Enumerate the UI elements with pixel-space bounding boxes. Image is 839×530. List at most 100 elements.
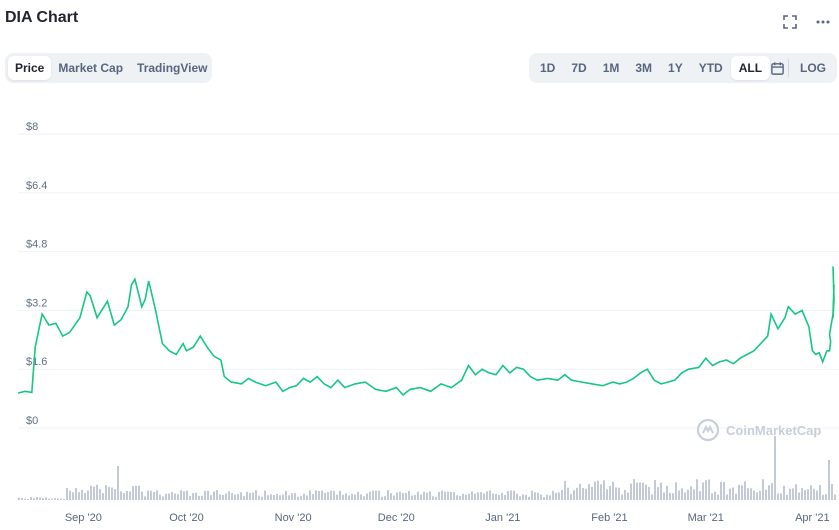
volume-bar bbox=[105, 485, 107, 500]
volume-bar bbox=[153, 492, 155, 500]
volume-bar bbox=[627, 492, 629, 500]
range-3m[interactable]: 3M bbox=[635, 61, 653, 75]
range-1d[interactable]: 1D bbox=[540, 61, 556, 75]
volume-bar bbox=[510, 490, 512, 500]
volume-bar bbox=[816, 490, 818, 500]
volume-bar bbox=[333, 490, 335, 500]
more-icon[interactable] bbox=[813, 14, 833, 34]
volume-bar bbox=[684, 492, 686, 500]
volume-bar bbox=[777, 493, 779, 500]
volume-bar bbox=[828, 460, 830, 500]
volume-bar bbox=[129, 491, 131, 500]
fullscreen-icon[interactable] bbox=[780, 14, 800, 34]
volume-bar bbox=[315, 490, 317, 500]
price-series-line bbox=[17, 266, 835, 396]
volume-bar bbox=[147, 490, 149, 500]
volume-bar bbox=[198, 495, 200, 500]
volume-bar bbox=[117, 466, 119, 500]
volume-bar bbox=[63, 498, 65, 500]
volume-bar bbox=[162, 496, 164, 500]
volume-bar bbox=[708, 479, 710, 500]
volume-bar bbox=[597, 480, 599, 500]
volume-bar bbox=[819, 484, 821, 500]
volume-bar bbox=[426, 492, 428, 500]
volume-bar bbox=[378, 490, 380, 500]
range-all[interactable]: ALL bbox=[730, 56, 771, 80]
volume-bar bbox=[279, 495, 281, 500]
volume-bar bbox=[402, 492, 404, 500]
volume-bar bbox=[246, 491, 248, 500]
volume-bar bbox=[699, 491, 701, 500]
calendar-icon[interactable] bbox=[770, 56, 785, 80]
volume-bar bbox=[834, 494, 836, 500]
volume-bar bbox=[336, 494, 338, 500]
volume-bar bbox=[384, 496, 386, 500]
volume-bar bbox=[297, 496, 299, 500]
range-ytd[interactable]: YTD bbox=[698, 61, 723, 75]
coinmarketcap-watermark: CoinMarketCap bbox=[696, 418, 821, 442]
y-tick-label: $0 bbox=[26, 415, 38, 427]
volume-bar bbox=[405, 492, 407, 500]
volume-bar bbox=[717, 494, 719, 500]
volume-bar bbox=[522, 494, 524, 500]
volume-bar bbox=[102, 493, 104, 500]
range-1m[interactable]: 1M bbox=[602, 61, 620, 75]
volume-bar bbox=[420, 494, 422, 500]
log-toggle[interactable]: LOG bbox=[800, 61, 826, 75]
volume-bar bbox=[444, 491, 446, 500]
volume-bar bbox=[489, 490, 491, 500]
tab-price[interactable]: Price bbox=[8, 56, 52, 80]
coinmarketcap-logo-icon bbox=[696, 418, 720, 442]
x-axis-labels: Sep '20 Oct '20 Nov '20 Dec '20 Jan '21 Feb '… bbox=[65, 512, 830, 524]
volume-bar bbox=[453, 492, 455, 500]
volume-bar bbox=[81, 489, 83, 500]
volume-bar bbox=[645, 484, 647, 500]
tab-tradingview[interactable]: TradingView bbox=[137, 61, 208, 75]
x-tick-label: Jan '21 bbox=[485, 512, 520, 524]
volume-bar bbox=[576, 487, 578, 500]
volume-bar bbox=[636, 482, 638, 500]
volume-bar bbox=[60, 498, 62, 500]
volume-bar bbox=[294, 493, 296, 500]
volume-bar bbox=[366, 493, 368, 500]
volume-bar bbox=[558, 492, 560, 500]
volume-bar bbox=[465, 494, 467, 500]
volume-bar bbox=[267, 495, 269, 500]
volume-bar bbox=[567, 487, 569, 500]
volume-bar bbox=[618, 487, 620, 500]
volume-bar bbox=[228, 491, 230, 500]
volume-bar bbox=[189, 496, 191, 500]
volume-bar bbox=[309, 490, 311, 500]
volume-bar bbox=[807, 489, 809, 500]
volume-bar bbox=[633, 479, 635, 500]
volume-bar bbox=[516, 493, 518, 500]
tab-market-cap[interactable]: Market Cap bbox=[58, 61, 124, 75]
volume-bar bbox=[687, 489, 689, 500]
volume-bar bbox=[783, 485, 785, 500]
chart-grid bbox=[18, 133, 839, 429]
range-7d[interactable]: 7D bbox=[571, 61, 587, 75]
calendar-icon-glyph bbox=[771, 61, 785, 75]
volume-bar bbox=[210, 495, 212, 500]
volume-bar bbox=[432, 496, 434, 500]
volume-bar bbox=[696, 479, 698, 500]
volume-bar bbox=[399, 491, 401, 500]
volume-bar bbox=[441, 490, 443, 500]
x-tick-label: Apr '21 bbox=[795, 512, 830, 524]
volume-bar bbox=[555, 492, 557, 500]
volume-bar bbox=[768, 485, 770, 500]
y-axis-labels: $0 $1.6 $3.2 $4.8 $6.4 $8 bbox=[26, 121, 47, 427]
volume-bar bbox=[747, 488, 749, 500]
range-1y[interactable]: 1Y bbox=[668, 61, 683, 75]
volume-bar bbox=[156, 490, 158, 500]
volume-bar bbox=[639, 482, 641, 500]
volume-bar bbox=[396, 492, 398, 500]
volume-bar bbox=[789, 488, 791, 500]
volume-bar bbox=[753, 490, 755, 500]
volume-bar bbox=[207, 490, 209, 500]
volume-bar bbox=[306, 495, 308, 500]
volume-bar bbox=[186, 490, 188, 500]
volume-bar bbox=[108, 486, 110, 500]
volume-bar bbox=[348, 495, 350, 500]
